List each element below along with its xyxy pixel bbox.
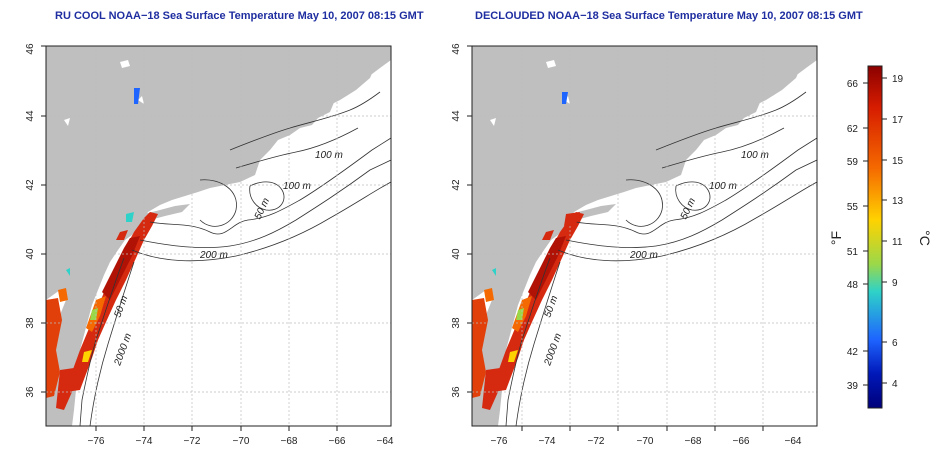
left-lon-tick: −68 <box>281 436 298 447</box>
left-map-cold-patch <box>134 88 140 104</box>
colorbar-f-tick: 62 <box>847 124 859 135</box>
left-lat-tick: 36 <box>25 386 36 398</box>
left-lat-tick: 38 <box>25 317 36 329</box>
colorbar-c-tick: 19 <box>892 74 904 85</box>
left-lat-tick: 46 <box>25 43 36 55</box>
right-map: 100 m 100 m 50 m 200 m 50 m 2000 m −76 −… <box>451 43 818 447</box>
right-contour-label-200: 200 m <box>629 250 658 261</box>
left-map-title: RU COOL NOAA−18 Sea Surface Temperature … <box>55 10 424 22</box>
colorbar-c-tick: 4 <box>892 379 898 390</box>
right-lat-tick: 36 <box>451 386 462 398</box>
right-lon-tick: −72 <box>588 436 605 447</box>
colorbar-c-tick: 6 <box>892 338 898 349</box>
left-lon-tick: −74 <box>136 436 153 447</box>
left-lon-tick: −76 <box>88 436 105 447</box>
left-lat-tick: 40 <box>25 248 36 260</box>
right-map-frame <box>471 45 818 427</box>
right-contour-label-100a: 100 m <box>741 150 769 161</box>
left-lat-tick: 44 <box>25 110 36 122</box>
right-lon-tick: −68 <box>685 436 702 447</box>
colorbar-f-tick: 66 <box>847 79 859 90</box>
right-lat-tick: 40 <box>451 248 462 260</box>
colorbar-unit-c: °C <box>917 230 933 246</box>
left-lon-tick: −66 <box>329 436 346 447</box>
colorbar-f-tick: 59 <box>847 157 859 168</box>
left-contour-label-200: 200 m <box>199 250 228 261</box>
left-lon-tick: −70 <box>233 436 250 447</box>
colorbar-gradient <box>867 65 883 409</box>
right-map-cold-patch <box>562 92 568 104</box>
colorbar: 66 62 59 55 51 48 42 39 19 17 15 13 11 9… <box>828 65 933 409</box>
right-lat-tick: 42 <box>451 179 462 191</box>
right-lon-tick: −66 <box>733 436 750 447</box>
right-lon-tick: −70 <box>637 436 654 447</box>
right-lat-tick: 44 <box>451 110 462 122</box>
colorbar-f-tick: 55 <box>847 202 859 213</box>
left-map-frame <box>45 45 392 427</box>
colorbar-f-tick: 42 <box>847 347 859 358</box>
left-map: 100 m 100 m 50 m 200 m 50 m 2000 m −76 −… <box>25 43 394 447</box>
right-map-title: DECLOUDED NOAA−18 Sea Surface Temperatur… <box>475 10 863 22</box>
colorbar-f-tick: 48 <box>847 280 859 291</box>
left-contour-label-100b: 100 m <box>283 181 311 192</box>
colorbar-c-tick: 11 <box>892 237 903 248</box>
colorbar-c-tick: 9 <box>892 278 898 289</box>
left-contour-label-100a: 100 m <box>315 150 343 161</box>
left-lat-tick: 42 <box>25 179 36 191</box>
right-map-filled-patch <box>564 212 580 226</box>
right-lon-tick: −74 <box>539 436 556 447</box>
colorbar-unit-f: °F <box>828 231 844 245</box>
right-lon-tick: −76 <box>491 436 508 447</box>
right-contour-label-100b: 100 m <box>709 181 737 192</box>
right-lat-tick: 38 <box>451 317 462 329</box>
colorbar-c-tick: 17 <box>892 115 904 126</box>
left-lon-tick: −64 <box>377 436 394 447</box>
colorbar-c-tick: 15 <box>892 156 904 167</box>
right-lon-tick: −64 <box>785 436 802 447</box>
left-map-cloud-edge <box>126 212 134 222</box>
colorbar-f-tick: 39 <box>847 381 859 392</box>
colorbar-c-tick: 13 <box>892 196 904 207</box>
right-lat-tick: 46 <box>451 43 462 55</box>
left-lon-tick: −72 <box>184 436 201 447</box>
colorbar-f-tick: 51 <box>847 247 859 258</box>
